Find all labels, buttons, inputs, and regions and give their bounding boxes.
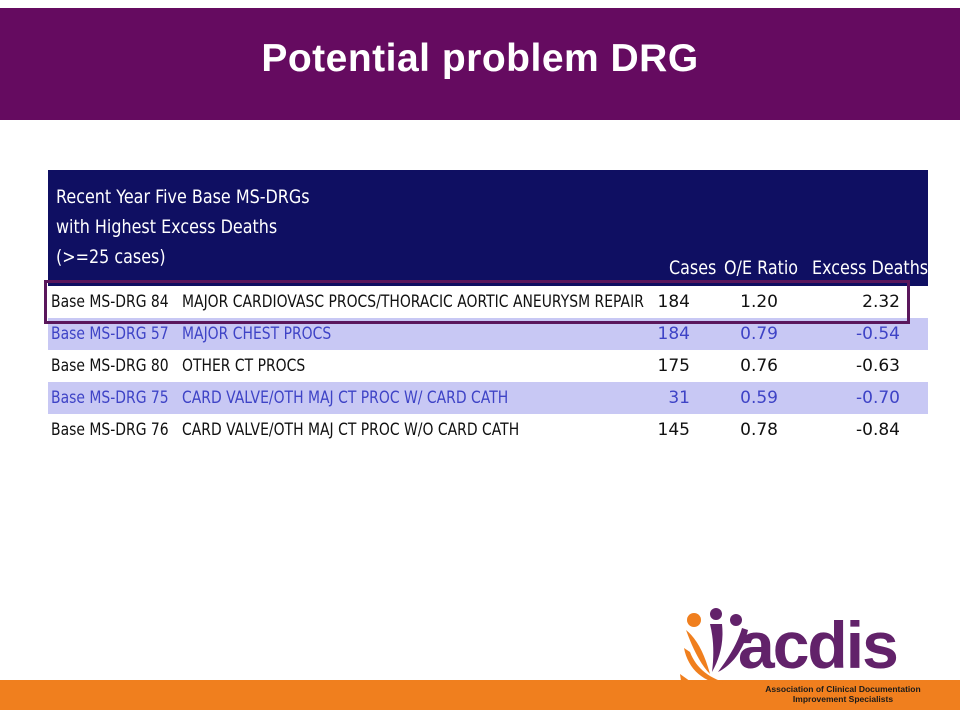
column-header-cases: Cases <box>669 257 717 279</box>
excess-deaths-cell: -0.84 <box>856 420 900 440</box>
excess-deaths-cell: 2.32 <box>862 292 900 312</box>
oe-ratio-cell: 1.20 <box>740 292 778 312</box>
oe-ratio-cell: 0.78 <box>740 420 778 440</box>
report-caption-line: (>=25 cases) <box>56 246 166 268</box>
drg-code-cell: Base MS-DRG 80 <box>51 356 169 376</box>
bottom-strip <box>0 680 960 710</box>
excess-deaths-cell: -0.70 <box>856 388 900 408</box>
highlight-box <box>44 280 910 324</box>
table-row: Base MS-DRG 75 CARD VALVE/OTH MAJ CT PRO… <box>48 382 928 414</box>
drg-code-cell: Base MS-DRG 84 <box>51 292 169 312</box>
excess-deaths-cell: -0.63 <box>856 356 900 376</box>
cases-cell: 31 <box>668 388 690 408</box>
people-icon <box>680 608 748 688</box>
table-row: Base MS-DRG 84 MAJOR CARDIOVASC PROCS/TH… <box>48 286 928 318</box>
table-row: Base MS-DRG 76 CARD VALVE/OTH MAJ CT PRO… <box>48 414 928 446</box>
drg-code-cell: Base MS-DRG 57 <box>51 324 169 344</box>
logo-tagline: Association of Clinical Documentation Im… <box>752 684 934 704</box>
drg-description-cell: OTHER CT PROCS <box>182 356 306 376</box>
drg-description-cell: CARD VALVE/OTH MAJ CT PROC W/O CARD CATH <box>182 420 520 440</box>
oe-ratio-cell: 0.79 <box>740 324 778 344</box>
logo-tagline-line: Improvement Specialists <box>792 694 894 704</box>
cases-cell: 175 <box>657 356 690 376</box>
report-header: Recent Year Five Base MS-DRGs with Highe… <box>48 170 928 286</box>
drg-description-cell: CARD VALVE/OTH MAJ CT PROC W/ CARD CATH <box>182 388 509 408</box>
report-caption: Recent Year Five Base MS-DRGs with Highe… <box>56 182 310 272</box>
report-caption-line: with Highest Excess Deaths <box>56 216 278 238</box>
slide-title: Potential problem DRG <box>261 37 699 80</box>
table-row: Base MS-DRG 80 OTHER CT PROCS 175 0.76 -… <box>48 350 928 382</box>
drg-code-cell: Base MS-DRG 75 <box>51 388 169 408</box>
logo-tagline-line: Association of Clinical Documentation <box>765 684 921 694</box>
oe-ratio-cell: 0.59 <box>740 388 778 408</box>
column-header-excess-deaths: Excess Deaths <box>812 257 929 279</box>
drg-report-table: Recent Year Five Base MS-DRGs with Highe… <box>48 170 928 446</box>
title-bar: Potential problem DRG <box>0 8 960 120</box>
report-caption-line: Recent Year Five Base MS-DRGs <box>56 186 310 208</box>
acdis-logo: acdis Association of Clinical Documentat… <box>680 606 938 710</box>
excess-deaths-cell: -0.54 <box>856 324 900 344</box>
drg-description-cell: MAJOR CHEST PROCS <box>182 324 332 344</box>
drg-code-cell: Base MS-DRG 76 <box>51 420 169 440</box>
column-header-oe-ratio: O/E Ratio <box>724 257 799 279</box>
cases-cell: 184 <box>657 324 690 344</box>
oe-ratio-cell: 0.76 <box>740 356 778 376</box>
cases-cell: 145 <box>657 420 690 440</box>
cases-cell: 184 <box>657 292 690 312</box>
drg-description-cell: MAJOR CARDIOVASC PROCS/THORACIC AORTIC A… <box>182 292 644 312</box>
logo-wordmark: acdis <box>738 608 899 682</box>
